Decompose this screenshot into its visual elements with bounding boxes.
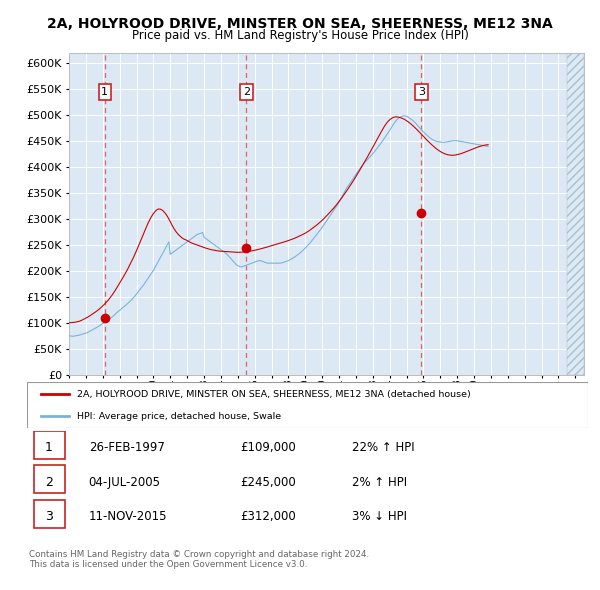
FancyBboxPatch shape: [27, 382, 588, 428]
Text: 3% ↓ HPI: 3% ↓ HPI: [352, 510, 407, 523]
Text: £245,000: £245,000: [240, 476, 296, 489]
Text: 2: 2: [242, 87, 250, 97]
FancyBboxPatch shape: [34, 500, 65, 527]
Text: HPI: Average price, detached house, Swale: HPI: Average price, detached house, Swal…: [77, 412, 281, 421]
Text: 2A, HOLYROOD DRIVE, MINSTER ON SEA, SHEERNESS, ME12 3NA: 2A, HOLYROOD DRIVE, MINSTER ON SEA, SHEE…: [47, 17, 553, 31]
Text: 11-NOV-2015: 11-NOV-2015: [89, 510, 167, 523]
Text: 2A, HOLYROOD DRIVE, MINSTER ON SEA, SHEERNESS, ME12 3NA (detached house): 2A, HOLYROOD DRIVE, MINSTER ON SEA, SHEE…: [77, 389, 471, 399]
Text: 1: 1: [101, 87, 108, 97]
Text: £312,000: £312,000: [240, 510, 296, 523]
Text: 2% ↑ HPI: 2% ↑ HPI: [352, 476, 407, 489]
FancyBboxPatch shape: [34, 465, 65, 493]
Text: 22% ↑ HPI: 22% ↑ HPI: [352, 441, 415, 454]
FancyBboxPatch shape: [34, 431, 65, 459]
Text: £109,000: £109,000: [240, 441, 296, 454]
Text: 1: 1: [45, 441, 53, 454]
Text: 26-FEB-1997: 26-FEB-1997: [89, 441, 164, 454]
Text: 3: 3: [418, 87, 425, 97]
Text: Contains HM Land Registry data © Crown copyright and database right 2024.
This d: Contains HM Land Registry data © Crown c…: [29, 550, 369, 569]
Text: 04-JUL-2005: 04-JUL-2005: [89, 476, 161, 489]
Text: Price paid vs. HM Land Registry's House Price Index (HPI): Price paid vs. HM Land Registry's House …: [131, 30, 469, 42]
Text: 3: 3: [45, 510, 53, 523]
Text: 2: 2: [45, 476, 53, 489]
